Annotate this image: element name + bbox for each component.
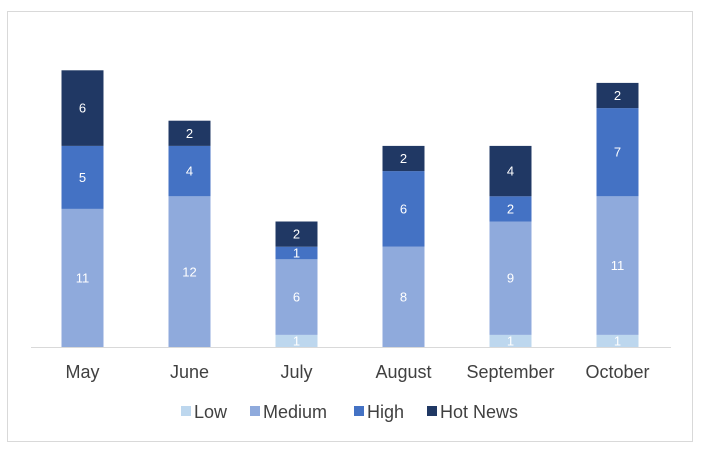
bar-hot-news-may [61, 70, 104, 146]
x-tick-label: June [170, 362, 209, 382]
bar-high-october [596, 108, 639, 197]
bar-high-may [61, 145, 104, 209]
legend: Low Medium High Hot News [181, 402, 518, 422]
data-label: 6 [293, 290, 300, 305]
data-label: 4 [186, 164, 193, 179]
bar-hot-news-october [596, 82, 639, 109]
x-tick-label: July [280, 362, 312, 382]
data-label: 1 [293, 246, 300, 261]
bar-medium-may [61, 208, 104, 348]
bar-low-september [489, 334, 532, 348]
x-tick-label: September [466, 362, 554, 382]
bar-high-september [489, 196, 532, 222]
data-label: 2 [614, 88, 621, 103]
data-label: 6 [400, 201, 407, 216]
chart-frame [7, 11, 693, 442]
data-label: 1 [507, 334, 514, 349]
bar-high-august [382, 171, 425, 247]
legend-swatch-medium [250, 406, 260, 416]
bar-hot-news-june [168, 120, 211, 146]
data-label: 1 [614, 334, 621, 349]
data-label: 6 [79, 101, 86, 116]
x-tick-label: October [585, 362, 649, 382]
bar-low-october [596, 334, 639, 348]
bar-high-june [168, 145, 211, 197]
data-label: 2 [507, 201, 514, 216]
data-label: 8 [400, 290, 407, 305]
bar-hot-news-august [382, 145, 425, 172]
legend-swatch-low [181, 406, 191, 416]
data-label: 9 [507, 271, 514, 286]
bar-medium-june [168, 196, 211, 348]
bar-hot-news-september [489, 145, 532, 197]
bar-medium-july [275, 259, 318, 335]
data-label: 5 [79, 170, 86, 185]
data-label: 7 [614, 145, 621, 160]
data-label: 2 [293, 227, 300, 242]
x-tick-label: May [65, 362, 99, 382]
legend-label-hot-news: Hot News [440, 402, 518, 422]
bar-high-july [275, 246, 318, 260]
legend-swatch-high [354, 406, 364, 416]
data-label: 2 [400, 151, 407, 166]
legend-swatch-hot-news [427, 406, 437, 416]
data-label: 11 [611, 258, 625, 273]
bar-hot-news-july [275, 221, 318, 247]
data-label: 2 [186, 126, 193, 141]
legend-label-high: High [367, 402, 404, 422]
bar-medium-october [596, 196, 639, 335]
bar-medium-september [489, 221, 532, 335]
bar-medium-august [382, 246, 425, 348]
x-tick-label: August [375, 362, 431, 382]
data-label: 11 [76, 271, 90, 286]
legend-label-low: Low [194, 402, 228, 422]
data-label: 4 [507, 164, 514, 179]
bar-low-july [275, 334, 318, 348]
legend-label-medium: Medium [263, 402, 327, 422]
data-label: 12 [182, 264, 196, 279]
category-labels: May June July August September October [65, 362, 649, 382]
data-label: 1 [293, 334, 300, 349]
